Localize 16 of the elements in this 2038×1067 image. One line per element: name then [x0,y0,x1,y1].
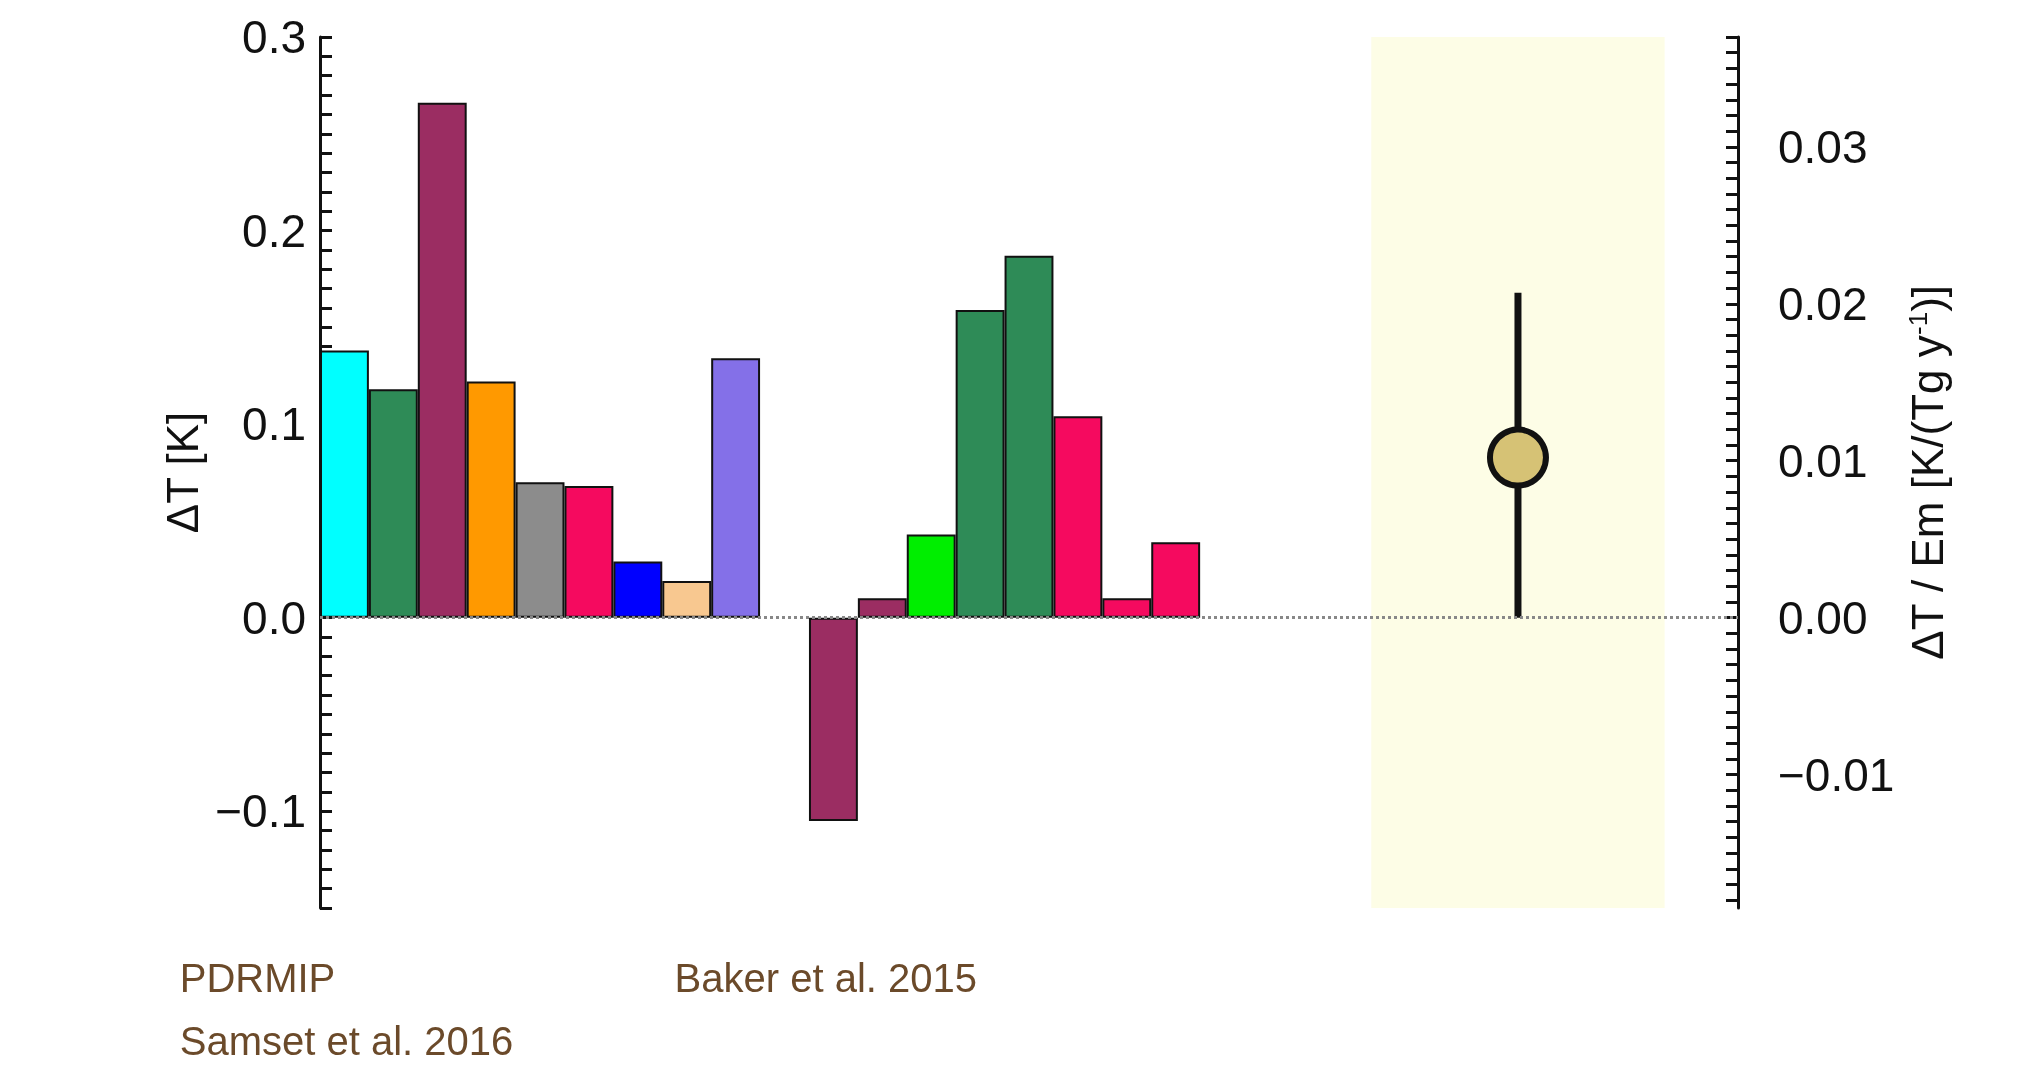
y2-tick-label: −0.01 [1778,748,1895,801]
y2-axis-title: ΔT / Em [K/(Tg y-1)] [1902,284,1952,660]
y2-tick-label: 0.01 [1778,434,1868,487]
bar [808,617,858,821]
y2-tick-label: 0.00 [1778,591,1868,644]
y-tick-label: 0.1 [242,398,306,451]
y2-tick-label: 0.03 [1778,120,1868,173]
text: Baker et al. 2015 [674,956,978,1001]
y-axis-title: ΔT [K] [157,411,207,534]
text: Samset et al. 2016 [179,1019,514,1064]
y-tick-label: 0.0 [242,591,306,644]
text: PDRMIP [179,956,336,1001]
y-tick-label: 0.3 [242,11,306,63]
y-tick-label: −0.1 [215,785,306,838]
y2-tick-label: 0.02 [1778,277,1868,330]
y-tick-label: 0.2 [242,204,306,257]
